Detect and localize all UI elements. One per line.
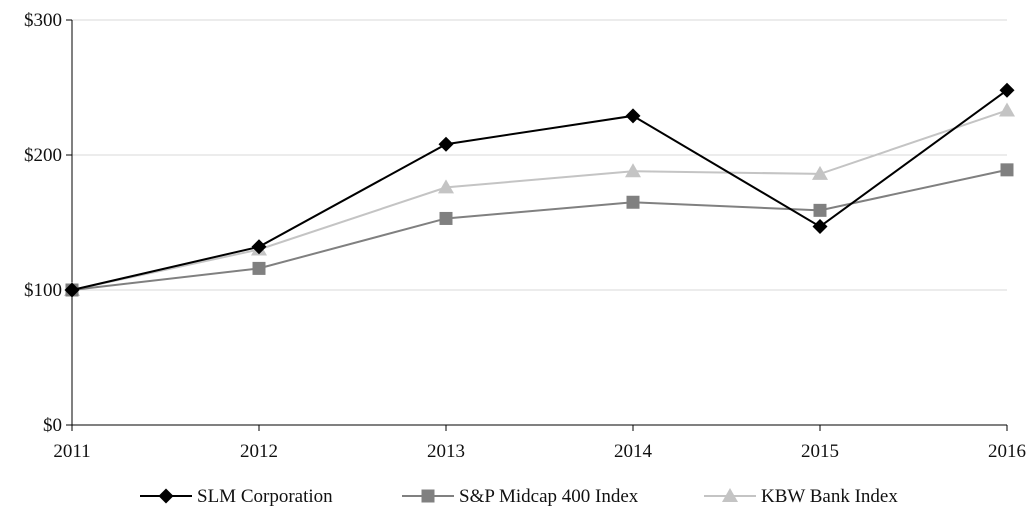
data-point-0-5 xyxy=(999,82,1015,98)
x-tick-label-1: 2012 xyxy=(240,441,278,462)
series-line-2 xyxy=(71,109,1008,291)
x-tick-label-2: 2013 xyxy=(427,441,465,462)
y-tick-label-2: $200 xyxy=(24,145,62,166)
data-point-1-5 xyxy=(1000,163,1014,177)
legend-triangle-icon-2 xyxy=(722,488,738,502)
legend-label-2: KBW Bank Index xyxy=(761,486,898,507)
data-point-0-0 xyxy=(64,282,80,298)
x-tick-labels: 2011 2012 2013 2014 2015 2016 xyxy=(53,425,1026,462)
data-point-2-5 xyxy=(999,102,1015,117)
x-tick-label-3: 2014 xyxy=(614,441,653,462)
x-tick-label-5: 2016 xyxy=(988,441,1026,462)
data-point-0-1 xyxy=(251,239,267,255)
series-line-1 xyxy=(71,168,1008,291)
data-point-1-2 xyxy=(439,211,453,225)
y-tick-label-1: $100 xyxy=(24,280,62,301)
legend-label-0: SLM Corporation xyxy=(197,486,333,507)
axes xyxy=(71,20,1007,426)
legend-item-0: SLM Corporation xyxy=(140,486,333,507)
legend-item-2: KBW Bank Index xyxy=(704,486,898,507)
y-tick-label-3: $300 xyxy=(24,10,62,31)
data-point-0-4 xyxy=(812,219,828,235)
data-point-0-3 xyxy=(625,108,641,124)
y-tick-label-0: $0 xyxy=(43,415,62,436)
data-point-2-3 xyxy=(625,163,641,178)
data-point-1-1 xyxy=(252,261,266,275)
gridlines xyxy=(72,19,1007,291)
y-tick-labels: $0 $100 $200 $300 xyxy=(24,10,72,436)
x-tick-label-4: 2015 xyxy=(801,441,839,462)
data-point-2-2 xyxy=(438,179,454,194)
series-layer xyxy=(64,82,1015,298)
legend-label-1: S&P Midcap 400 Index xyxy=(459,486,639,507)
data-point-1-4 xyxy=(813,203,827,217)
data-point-1-3 xyxy=(626,195,640,209)
series-1 xyxy=(65,163,1014,297)
legend-diamond-icon-0 xyxy=(158,488,174,504)
data-point-2-4 xyxy=(812,165,828,180)
x-tick-label-0: 2011 xyxy=(53,441,90,462)
series-line-0 xyxy=(71,89,1008,291)
series-0 xyxy=(64,82,1015,298)
legend: SLM Corporation S&P Midcap 400 Index KBW B… xyxy=(140,486,898,507)
data-point-0-2 xyxy=(438,136,454,152)
legend-item-1: S&P Midcap 400 Index xyxy=(402,486,639,507)
legend-square-icon-1 xyxy=(421,489,435,503)
